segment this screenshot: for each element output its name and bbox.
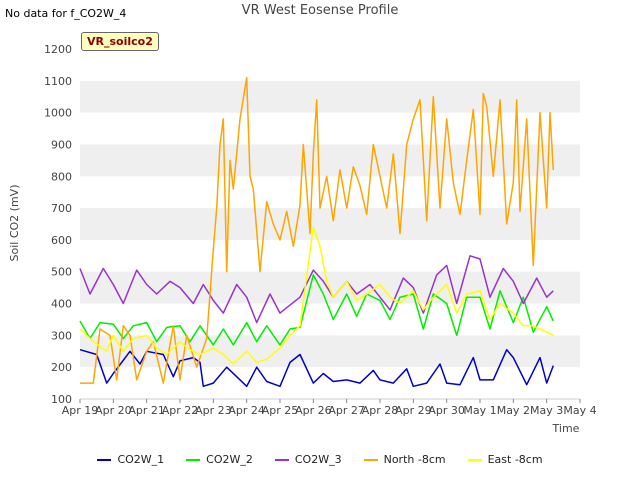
x-axis-label: Time	[552, 422, 580, 435]
x-tick-label: May 3	[530, 404, 563, 417]
y-tick-label: 800	[51, 170, 72, 183]
grid-band	[80, 335, 580, 368]
x-tick-label: May 1	[463, 404, 496, 417]
y-tick-label: 700	[51, 202, 72, 215]
legend-item: CO2W_1	[97, 453, 164, 466]
legend-label: CO2W_3	[294, 453, 342, 466]
no-data-note: No data for f_CO2W_4	[5, 7, 127, 20]
legend-swatch	[363, 458, 378, 461]
x-tick-label: Apr 29	[395, 404, 432, 417]
y-tick-label: 1000	[44, 107, 72, 120]
legend-item: CO2W_2	[186, 453, 253, 466]
x-tick-label: Apr 21	[128, 404, 165, 417]
x-tick-label: May 4	[563, 404, 596, 417]
x-tick-label: Apr 25	[262, 404, 299, 417]
legend-swatch	[186, 458, 201, 461]
grid-band	[80, 80, 580, 113]
grid-band	[80, 208, 580, 240]
x-tick-label: Apr 28	[362, 404, 399, 417]
series-line-north-8cm	[80, 76, 555, 384]
legend-swatch	[97, 458, 112, 461]
grid-band	[80, 144, 580, 177]
series-line-east-8cm	[79, 226, 554, 365]
legend: CO2W_1 CO2W_2 CO2W_3 North -8cm East -8cm	[0, 453, 640, 466]
y-tick-label: 900	[51, 138, 72, 151]
legend-label: North -8cm	[383, 453, 446, 466]
series-line-co2w-2	[79, 274, 554, 346]
x-tick-label: Apr 22	[162, 404, 199, 417]
series-lines	[79, 76, 555, 388]
legend-swatch	[467, 458, 482, 461]
grid-bands	[80, 49, 580, 400]
legend-label: CO2W_2	[206, 453, 253, 466]
y-tick-label: 200	[51, 361, 72, 374]
legend-label: CO2W_1	[117, 453, 165, 466]
x-tick-label: Apr 27	[328, 404, 365, 417]
y-tick-label: 400	[51, 298, 72, 311]
y-tick-label: 1200	[44, 43, 72, 56]
x-tick-label: Apr 20	[95, 404, 132, 417]
chart-title: VR West Eosense Profile	[241, 3, 399, 18]
x-tick-label: Apr 24	[228, 404, 265, 417]
legend-item: CO2W_3	[274, 453, 342, 466]
y-tick-label: 1100	[44, 75, 72, 88]
y-tick-label: 600	[51, 234, 72, 247]
y-axis-label: Soil CO2 (mV)	[8, 185, 21, 262]
legend-label: East -8cm	[487, 453, 543, 466]
y-tick-label: 100	[51, 393, 72, 406]
x-tick-label: Apr 19	[62, 404, 99, 417]
x-tick-label: Apr 26	[295, 404, 332, 417]
y-tick-label: 300	[51, 329, 72, 342]
legend-swatch	[274, 458, 289, 461]
x-tick-label: Apr 23	[195, 404, 232, 417]
legend-item: North -8cm	[363, 453, 446, 466]
y-tick-label: 500	[51, 266, 72, 279]
series-line-co2w-3	[79, 255, 554, 324]
x-tick-label: May 2	[497, 404, 530, 417]
legend-item: East -8cm	[467, 453, 543, 466]
y-axis-ticks: 100 200 300 400 500 600 700 800 900 1000 1100 1200	[44, 43, 72, 406]
x-tick-label: Apr 30	[428, 404, 465, 417]
site-badge: VR_soilco2	[81, 32, 159, 51]
